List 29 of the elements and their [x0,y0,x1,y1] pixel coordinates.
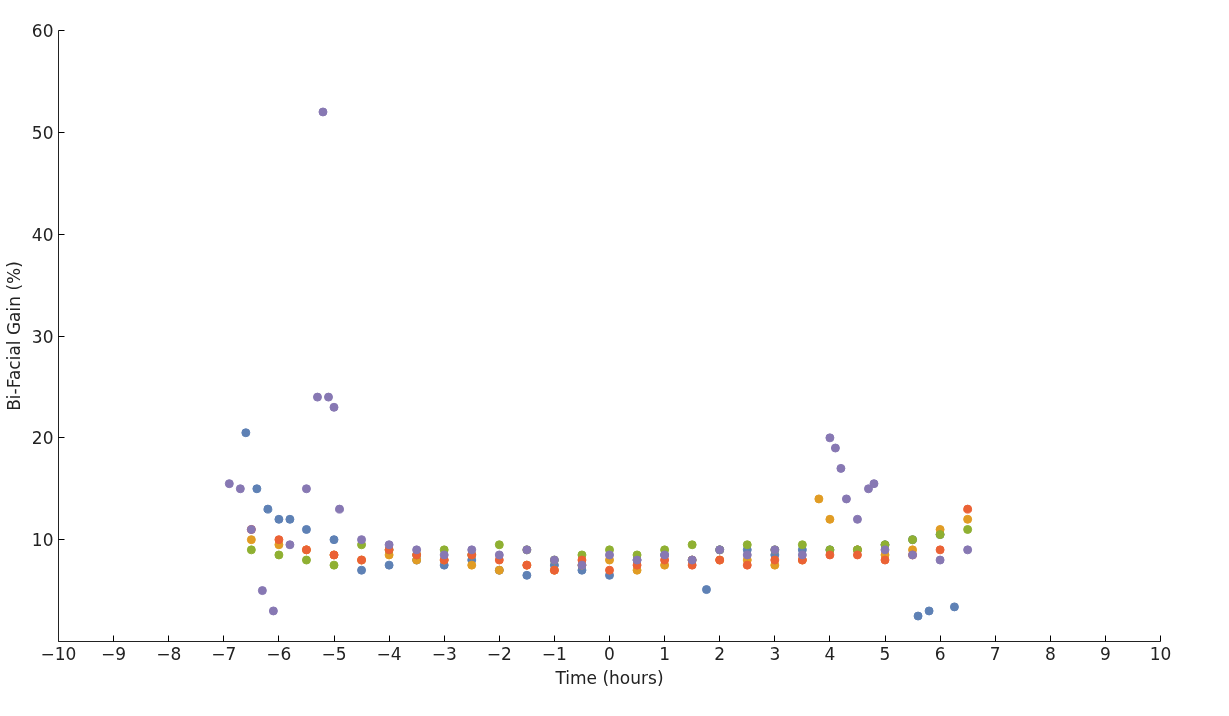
x-tick-label: −5 [321,643,347,664]
x-tick-label: 1 [659,643,671,664]
y-tick-label: 60 [31,21,54,41]
x-tick-label: −2 [486,643,512,664]
x-tick-label: −10 [40,643,77,664]
x-tick-label: 4 [824,643,836,664]
y-axis-title: Bi-Facial Gain (%) [3,261,24,411]
y-tick-label: 40 [31,224,54,245]
x-tick-label: −8 [156,643,182,664]
y-tick-label: 10 [31,530,54,551]
y-tick-label: 50 [31,122,54,143]
x-tick-label: 10 [1149,643,1172,664]
x-tick-label: −6 [266,643,292,664]
x-tick-label: 3 [769,643,781,664]
y-tick-label: 30 [31,326,54,347]
x-tick-label: 8 [1044,643,1056,664]
x-tick-label: 5 [879,643,891,664]
y-tick-label: 20 [31,428,54,449]
x-tick-label: 6 [934,643,946,664]
x-tick-label: 2 [714,643,726,664]
x-tick-label: −4 [376,643,402,664]
x-tick-label: 0 [604,643,615,664]
x-tick-label: −7 [211,643,237,664]
x-tick-label: 7 [989,643,1001,664]
x-axis-title: Time (hours) [554,667,664,688]
x-tick-label: 9 [1099,643,1111,664]
x-tick-label: −1 [541,643,567,664]
x-tick-label: −3 [431,643,457,664]
x-tick-label: −9 [101,643,127,664]
